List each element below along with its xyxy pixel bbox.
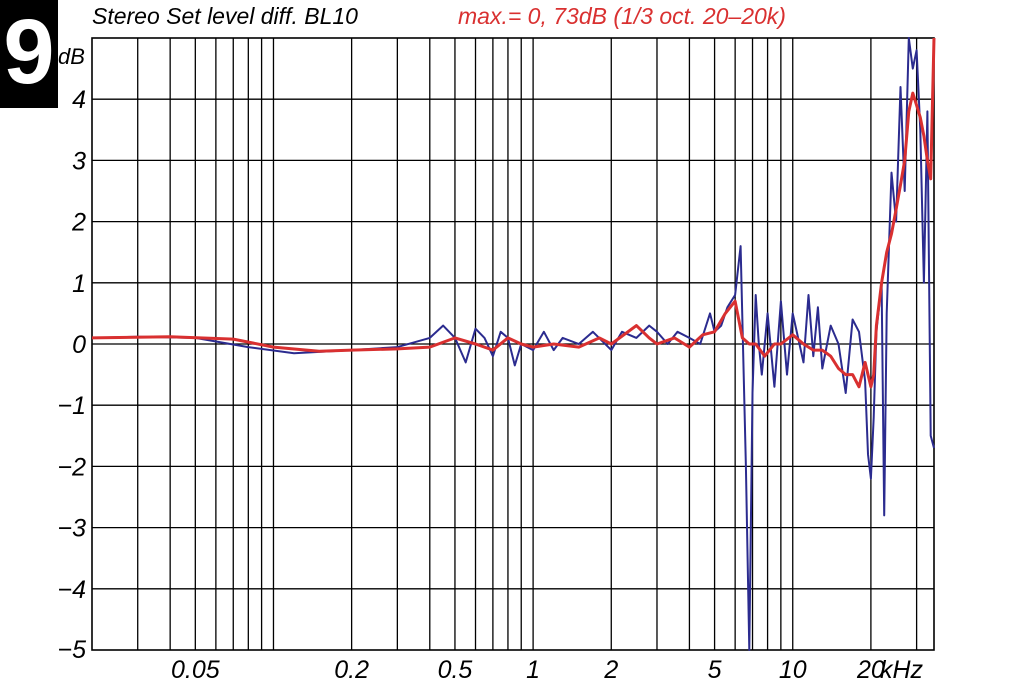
y-tick-label: −4 bbox=[57, 576, 86, 604]
x-tick-label: 20 bbox=[856, 656, 885, 683]
y-tick-label: −1 bbox=[57, 392, 86, 420]
series-line-raw bbox=[91, 37, 935, 651]
x-tick-label: 0.2 bbox=[334, 656, 369, 683]
figure-number: 9 bbox=[3, 1, 55, 103]
x-tick-label: 0.5 bbox=[438, 656, 473, 683]
series-line-smoothed bbox=[91, 37, 936, 389]
y-axis-tick-labels: 4 3 2 1 0 −1 −2 −3 −4 −5 bbox=[57, 86, 86, 664]
x-axis-tick-labels: 0.05 0.2 0.5 1 2 5 10 20 bbox=[171, 656, 885, 683]
y-tick-label: −2 bbox=[57, 453, 86, 481]
x-tick-label: 5 bbox=[708, 656, 722, 683]
figure-number-badge: 9 bbox=[0, 0, 58, 108]
y-axis-unit-label: dB bbox=[58, 44, 85, 69]
y-tick-label: −5 bbox=[57, 636, 86, 664]
chart-title: Stereo Set level diff. BL10 bbox=[92, 3, 358, 29]
y-tick-label: 0 bbox=[72, 331, 86, 359]
x-tick-label: 2 bbox=[603, 656, 618, 683]
x-axis-unit-label: kHz bbox=[880, 656, 924, 683]
y-tick-label: 2 bbox=[71, 209, 86, 237]
y-tick-label: 1 bbox=[72, 270, 86, 298]
y-tick-label: 3 bbox=[72, 147, 86, 175]
x-tick-label: 10 bbox=[779, 656, 807, 683]
chart-series bbox=[91, 37, 936, 651]
chart-subtitle: max.= 0, 73dB (1/3 oct. 20–20k) bbox=[458, 3, 786, 29]
y-tick-label: −3 bbox=[57, 515, 86, 543]
chart-grid bbox=[91, 37, 935, 651]
y-tick-label: 4 bbox=[72, 86, 86, 114]
x-tick-label: 1 bbox=[526, 656, 540, 683]
x-tick-label: 0.05 bbox=[171, 656, 220, 683]
